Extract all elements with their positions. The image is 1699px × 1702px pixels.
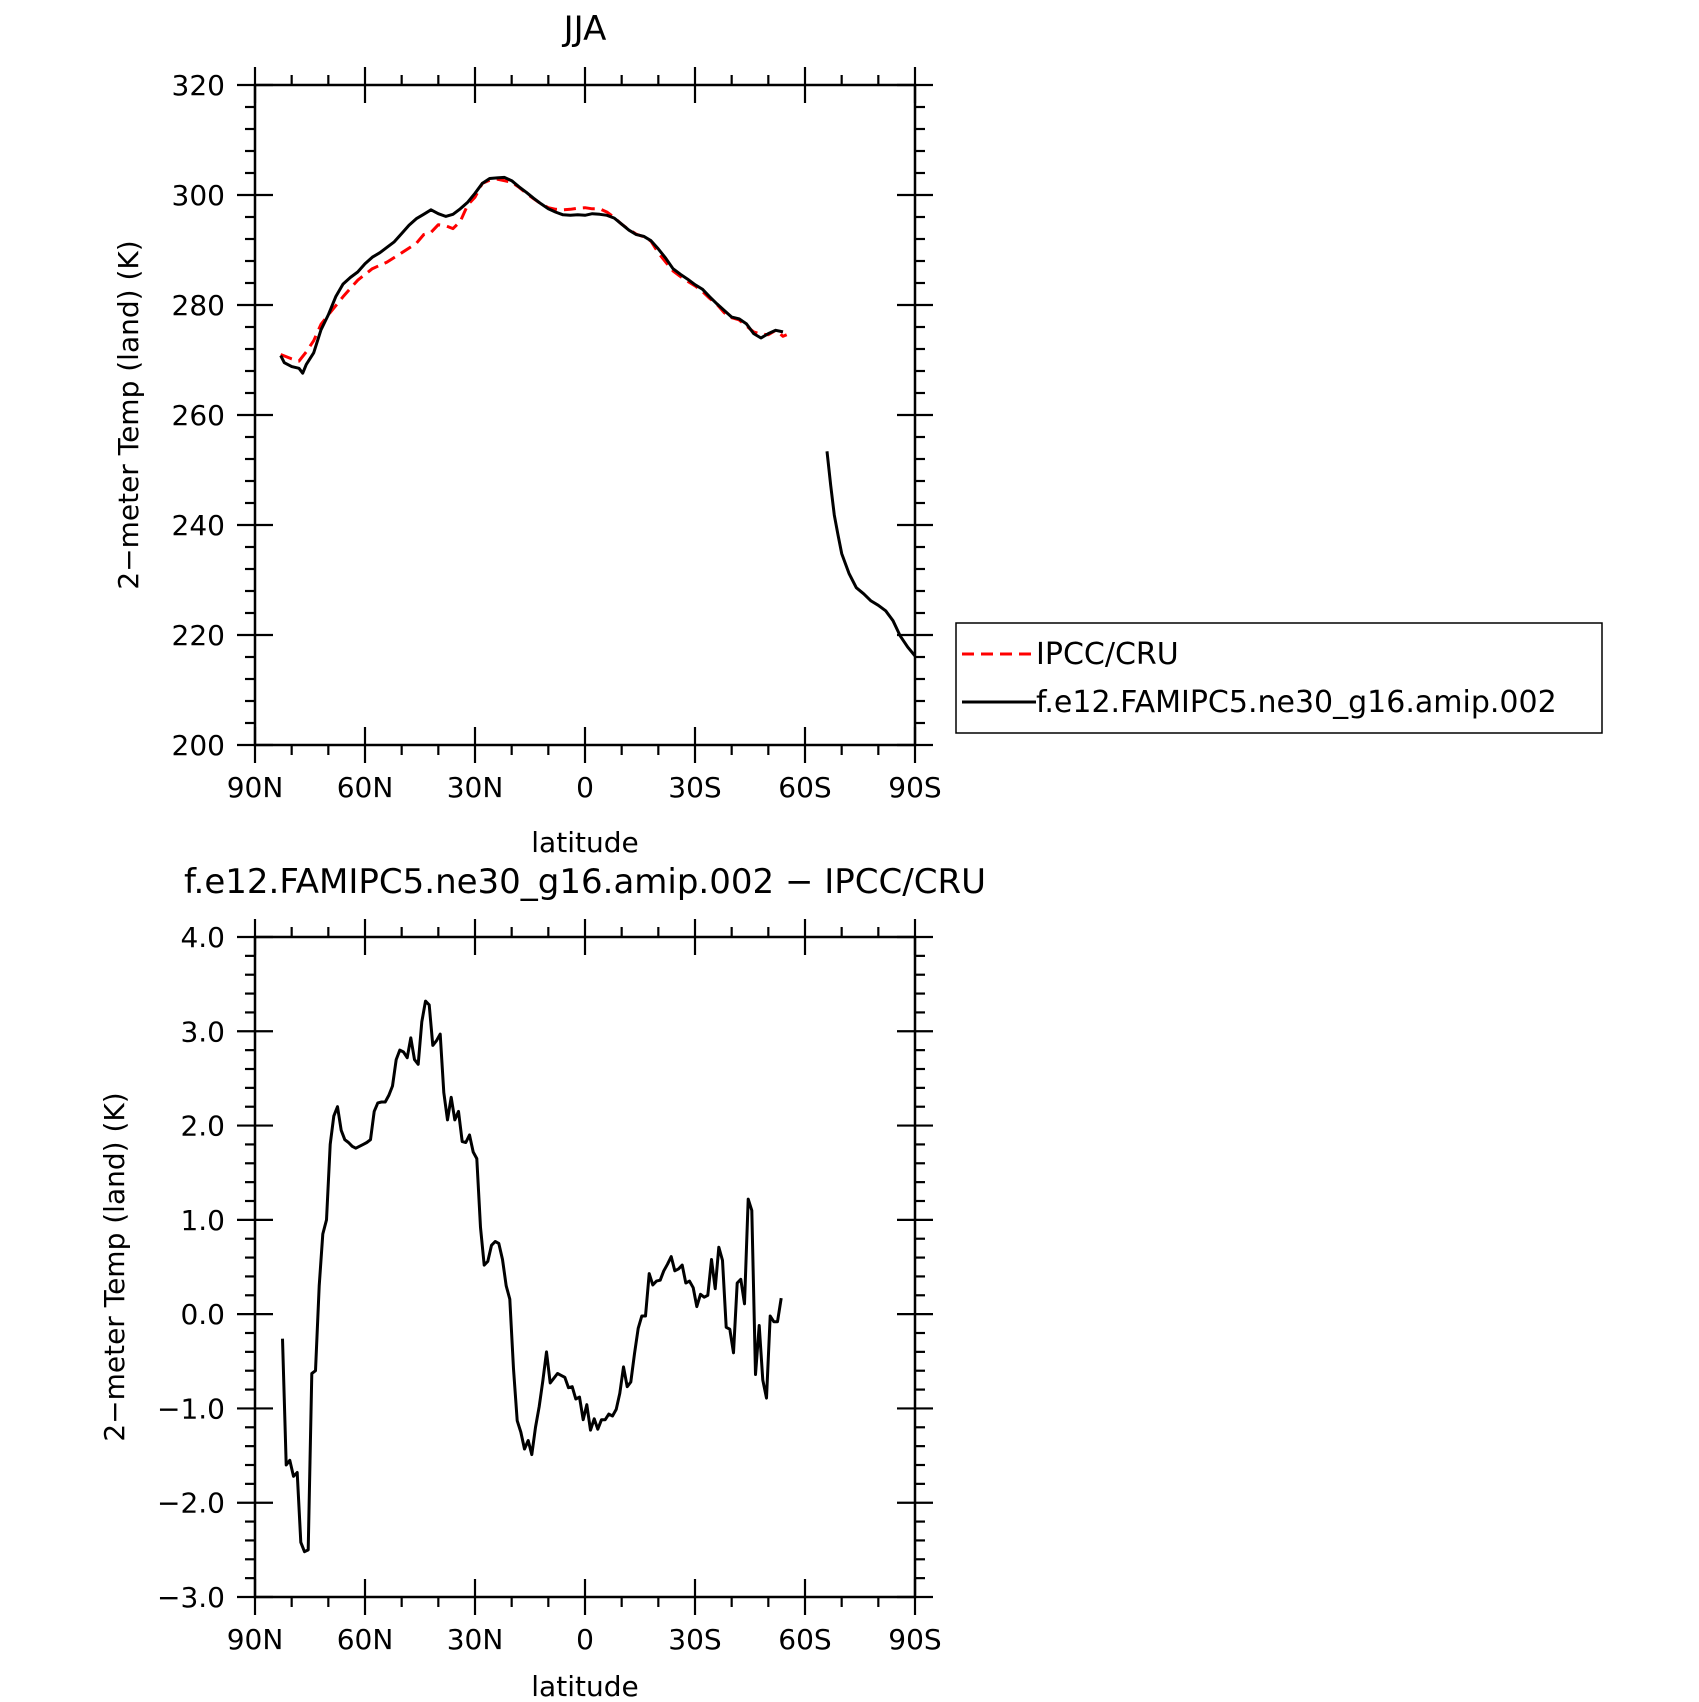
top-panel-x-tick-label: 90S [888,771,941,804]
bottom-panel-y-tick-label: −3.0 [157,1581,225,1614]
bottom-panel-y-tick-label: 1.0 [180,1204,225,1237]
top-panel-y-tick-label: 280 [172,289,225,322]
top-panel-y-tick-label: 320 [172,69,225,102]
bottom-panel-x-tick-label: 90N [227,1623,284,1656]
top-panel: JJA 90N 60N 30N 0 30S 60S 90S 200 220 240 260 280 3… [112,9,1603,859]
legend-label-model: f.e12.FAMIPC5.ne30_g16.amip.002 [1036,685,1557,720]
top-panel-series-f-e12-famipc5-ne30-g16-amip-002-line [279,175,917,657]
bottom-panel-x-tick-label: 30N [447,1623,504,1656]
bottom-panel-y-tick-label: −2.0 [157,1487,225,1520]
top-panel-series-ipcc-cru-line [280,177,788,363]
bottom-panel-x-tick-labels: 90N 60N 30N 0 30S 60S 90S [227,1623,942,1656]
bottom-panel-x-tick-label: 60N [337,1623,394,1656]
bottom-panel: f.e12.FAMIPC5.ne30_g16.amip.002 − IPCC/C… [98,862,986,1702]
top-panel-y-tick-label: 260 [172,399,225,432]
top-panel-y-tick-label: 300 [172,179,225,212]
bottom-panel-x-tick-label: 30S [668,1623,721,1656]
bottom-panel-y-tick-label: 4.0 [180,921,225,954]
bottom-panel-y-tick-label: 2.0 [180,1110,225,1143]
top-panel-ticks [237,67,933,763]
bottom-panel-title: f.e12.FAMIPC5.ne30_g16.amip.002 − IPCC/C… [184,862,986,902]
bottom-panel-y-axis-label: 2−meter Temp (land) (K) [98,1092,131,1441]
top-panel-x-tick-label: 30N [447,771,504,804]
bottom-panel-ticks [237,919,933,1615]
bottom-panel-y-tick-label: −1.0 [157,1392,225,1425]
top-panel-series-layer [279,175,917,657]
top-panel-x-axis-label: latitude [531,826,638,859]
bottom-panel-series-difference-line [281,999,783,1554]
bottom-panel-x-tick-label: 60S [778,1623,831,1656]
bottom-panel-x-axis-label: latitude [531,1670,638,1702]
legend: IPCC/CRU f.e12.FAMIPC5.ne30_g16.amip.002 [955,622,1603,734]
top-panel-x-tick-label: 60S [778,771,831,804]
bottom-panel-x-tick-label: 0 [576,1623,594,1656]
bottom-panel-x-tick-label: 90S [888,1623,941,1656]
bottom-panel-series-layer [281,999,783,1554]
top-panel-x-tick-label: 0 [576,771,594,804]
top-panel-x-tick-label: 60N [337,771,394,804]
top-panel-x-tick-labels: 90N 60N 30N 0 30S 60S 90S [227,771,942,804]
top-panel-y-axis-label: 2−meter Temp (land) (K) [112,240,145,589]
top-panel-y-tick-label: 240 [172,509,225,542]
top-panel-title: JJA [562,9,607,49]
legend-box [955,622,1603,734]
top-panel-y-tick-labels: 200 220 240 260 280 300 320 [172,69,225,762]
bottom-panel-y-tick-label: 0.0 [180,1298,225,1331]
top-panel-y-tick-label: 200 [172,729,225,762]
legend-label-ipcc-cru: IPCC/CRU [1036,637,1179,672]
top-panel-x-tick-label: 90N [227,771,284,804]
top-panel-x-tick-label: 30S [668,771,721,804]
bottom-panel-y-tick-labels: −3.0 −2.0 −1.0 0.0 1.0 2.0 3.0 4.0 [157,921,225,1614]
top-panel-y-tick-label: 220 [172,619,225,652]
bottom-panel-y-tick-label: 3.0 [180,1015,225,1048]
